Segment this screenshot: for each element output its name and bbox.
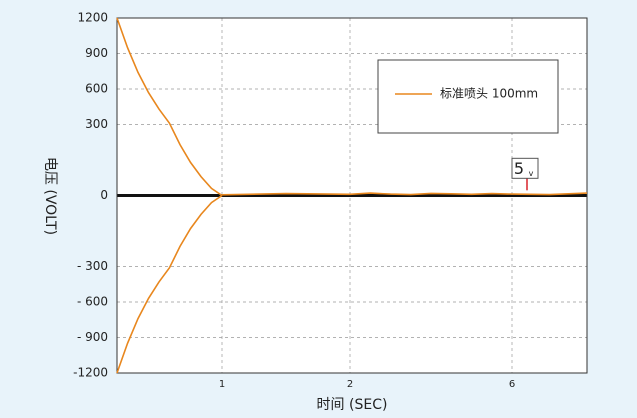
series-line <box>116 17 223 197</box>
y-axis-label: 电压 (VOLT) <box>42 157 58 235</box>
x-tick-label: 2 <box>347 379 353 390</box>
y-tick-label: 0 <box>100 188 108 202</box>
y-tick-label: -1200 <box>73 366 108 380</box>
x-tick-label: 1 <box>219 379 225 390</box>
y-tick-label: 600 <box>85 82 108 96</box>
y-tick-label: - 300 <box>77 259 108 273</box>
annotation-unit: v <box>529 169 534 178</box>
y-tick-label: 300 <box>85 117 108 131</box>
annotation-text: 5 <box>514 159 524 178</box>
annotation-box <box>511 157 539 179</box>
legend-box <box>377 59 559 134</box>
x-tick-label: 6 <box>509 379 515 390</box>
series-line <box>116 194 223 374</box>
plot-frame <box>116 17 588 374</box>
legend-label: 标准喷头 100mm <box>440 87 538 101</box>
y-tick-label: - 600 <box>77 295 108 309</box>
y-tick-label: - 900 <box>77 330 108 344</box>
x-axis-label: 时间 (SEC) <box>317 397 388 413</box>
y-tick-label: 900 <box>85 46 108 60</box>
series-line <box>221 192 588 196</box>
y-tick-label: 1200 <box>77 11 108 25</box>
